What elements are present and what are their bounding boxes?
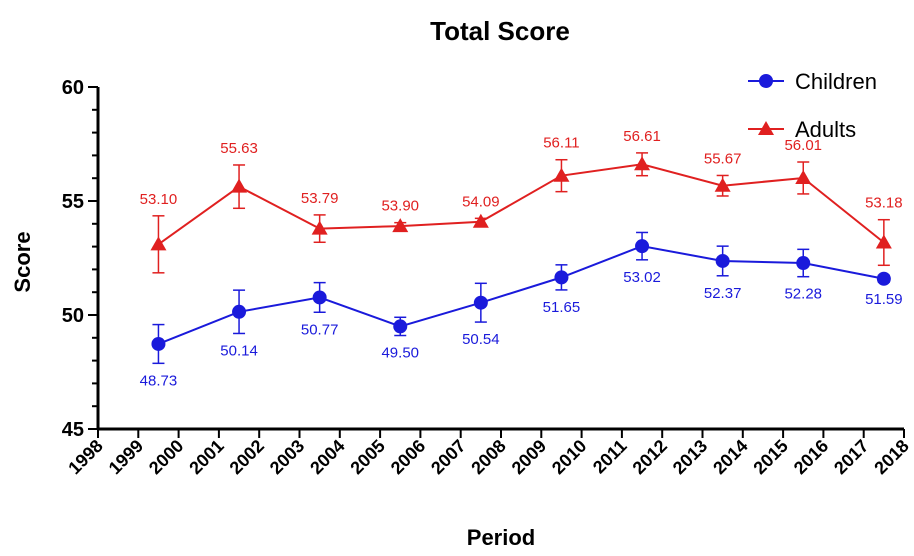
series-line-children <box>158 245 885 345</box>
data-point-children <box>796 256 811 271</box>
data-point-adults <box>311 220 328 235</box>
data-point-adults <box>150 236 167 251</box>
data-point-children <box>393 319 408 334</box>
x-tick-label: 2014 <box>709 436 751 478</box>
data-point-children <box>876 271 891 286</box>
data-label-adults: 55.63 <box>220 140 258 157</box>
x-tick-label: 2011 <box>589 436 631 478</box>
x-tick-label: 2000 <box>145 436 187 478</box>
data-labels: 48.73 50.14 50.77 49.50 50.54 51.65 53.02 52.37… <box>140 128 903 389</box>
data-label-children: 51.59 <box>865 291 903 308</box>
data-label-children: 50.77 <box>301 321 339 338</box>
x-tick-label: 2009 <box>508 436 550 478</box>
x-tick-label: 2015 <box>749 436 791 478</box>
x-tick-label: 2001 <box>185 436 227 478</box>
data-label-adults: 53.79 <box>301 190 339 207</box>
legend: Children Adults <box>748 69 877 142</box>
x-tick-label: 2007 <box>427 436 469 478</box>
legend-children-marker <box>759 74 773 88</box>
x-tick-label: 1999 <box>105 436 147 478</box>
legend-adults-label: Adults <box>795 117 856 142</box>
x-tick-label: 2016 <box>790 436 832 478</box>
x-tick-label: 2017 <box>830 436 872 478</box>
data-label-children: 53.02 <box>623 269 661 286</box>
data-label-adults: 55.67 <box>704 150 742 167</box>
data-point-adults <box>795 169 812 184</box>
y-tick-label: 60 <box>62 77 84 99</box>
x-tick-label: 1998 <box>64 436 106 478</box>
data-point-adults <box>634 156 651 171</box>
y-tick-label: 55 <box>62 191 84 213</box>
series-line-adults <box>157 163 885 246</box>
data-point-children <box>312 290 327 305</box>
x-tick-label: 2012 <box>629 436 671 478</box>
x-tick-label: 2018 <box>870 436 912 478</box>
data-point-adults <box>472 213 489 228</box>
y-axis-title: Score <box>10 231 35 292</box>
data-point-children <box>232 304 247 319</box>
series-lines <box>157 163 885 345</box>
data-label-children: 52.37 <box>704 285 742 302</box>
data-point-adults <box>553 167 570 182</box>
data-point-children <box>554 270 569 285</box>
data-markers <box>150 156 892 351</box>
data-label-children: 49.50 <box>381 345 419 362</box>
x-tick-label: 2010 <box>548 436 590 478</box>
data-point-children <box>473 295 488 310</box>
data-label-adults: 56.11 <box>543 135 579 152</box>
data-point-children <box>635 239 650 254</box>
data-label-children: 50.14 <box>220 342 258 359</box>
x-axis-title: Period <box>467 525 535 550</box>
data-label-adults: 53.90 <box>381 198 419 215</box>
data-point-children <box>151 336 166 351</box>
data-label-children: 48.73 <box>140 372 178 389</box>
error-bars <box>152 152 890 365</box>
x-tick-label: 2003 <box>266 436 308 478</box>
y-tick-label: 50 <box>62 305 84 327</box>
data-label-adults: 56.01 <box>784 137 822 154</box>
legend-children-label: Children <box>795 69 877 94</box>
x-tick-label: 2002 <box>226 436 268 478</box>
x-tick-label: 2008 <box>467 436 509 478</box>
y-tick-label: 45 <box>62 419 84 441</box>
data-label-adults: 53.10 <box>140 191 178 208</box>
data-label-adults: 54.09 <box>462 193 500 210</box>
legend-adults-marker <box>758 121 774 135</box>
data-point-children <box>715 253 730 268</box>
data-point-adults <box>875 234 892 249</box>
x-tick-label: 2005 <box>346 436 388 478</box>
chart-title: Total Score <box>430 16 570 46</box>
data-label-children: 52.28 <box>784 286 822 303</box>
x-tick-label: 2004 <box>306 436 348 478</box>
data-label-children: 50.54 <box>462 331 500 348</box>
data-label-adults: 56.61 <box>623 128 661 145</box>
data-label-adults: 53.18 <box>865 195 903 212</box>
data-point-adults <box>392 218 409 233</box>
x-tick-label: 2006 <box>387 436 429 478</box>
x-tick-label: 2013 <box>669 436 711 478</box>
data-label-children: 51.65 <box>543 299 581 316</box>
data-point-adults <box>714 177 731 192</box>
data-point-adults <box>231 178 248 193</box>
